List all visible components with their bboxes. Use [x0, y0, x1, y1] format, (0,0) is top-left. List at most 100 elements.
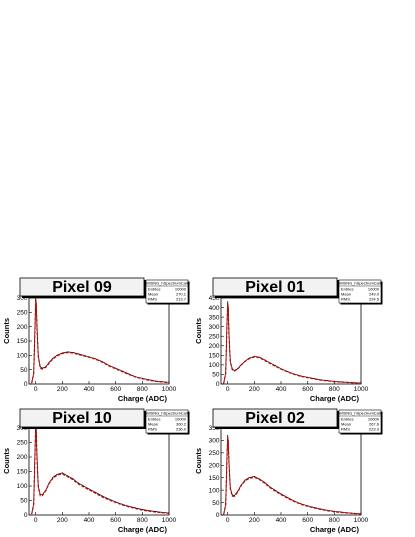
x-tick-label: 800	[329, 386, 340, 393]
fit-curve	[31, 299, 170, 384]
data-point	[259, 356, 261, 358]
stats-value: 224.5	[369, 297, 380, 302]
chart-panel-4: 0 50 100 150 200 250 300 350 0 200 400 600 800 1000Ch…	[194, 408, 384, 534]
data-point	[313, 378, 315, 380]
stats-label: RMS	[341, 297, 350, 302]
y-tick-label: 250	[17, 310, 28, 317]
x-axis-label: Charge (ADC)	[310, 394, 360, 403]
chart-title: Pixel 10	[52, 410, 112, 427]
plot-frame	[28, 297, 170, 385]
stats-value: 249.0	[369, 292, 380, 297]
data-point	[231, 494, 233, 496]
x-tick-label: 200	[57, 517, 68, 524]
stats-label: RMS	[148, 427, 157, 432]
y-tick-label: 250	[209, 450, 220, 457]
stats-label: Mean	[341, 422, 351, 427]
y-tick-label: 200	[17, 454, 28, 461]
y-tick-label: 0	[216, 381, 220, 388]
plot-frame	[220, 297, 362, 385]
title-box	[212, 408, 338, 428]
y-tick-label: 350	[209, 425, 220, 432]
stats-box	[338, 409, 382, 434]
title-box	[19, 277, 145, 297]
stats-label: RMS	[148, 297, 157, 302]
y-tick-label: 200	[209, 462, 220, 469]
data-point	[275, 365, 277, 367]
data-point	[353, 382, 355, 384]
stats-value: 213.7	[176, 297, 187, 302]
chart-panel-2: 0 50 100 150 200 250 300 350 400 450 0 200 400 600 800…	[194, 277, 384, 403]
stats-value: 10000	[368, 287, 380, 292]
data-point	[244, 479, 246, 481]
stats-value: 300.2	[176, 422, 187, 427]
y-tick-label: 0	[216, 512, 220, 519]
data-point	[36, 456, 38, 458]
stats-label: Entries	[148, 417, 160, 422]
y-axis-label: Counts	[194, 448, 203, 474]
y-tick-label: 0	[24, 381, 28, 388]
x-tick-label: 200	[249, 386, 260, 393]
data-point	[95, 358, 97, 360]
stats-value: 267.6	[369, 422, 380, 427]
x-axis-label: Charge (ADC)	[118, 394, 168, 403]
y-tick-label: 250	[17, 440, 28, 447]
chart-title: Pixel 01	[245, 279, 305, 296]
stats-value: 223.3	[369, 427, 380, 432]
data-point	[36, 326, 38, 328]
data-histogram	[223, 301, 362, 384]
y-tick-label: 200	[17, 324, 28, 331]
stats-label: Entries	[341, 287, 353, 292]
y-tick-label: 400	[209, 305, 220, 312]
data-point	[88, 488, 90, 490]
stats-box	[338, 279, 382, 304]
y-axis-label: Counts	[194, 318, 203, 344]
x-tick-label: 600	[110, 517, 121, 524]
data-point	[248, 477, 250, 479]
stats-box	[145, 279, 189, 304]
y-tick-label: 450	[209, 295, 220, 302]
stats-value: 10000	[175, 287, 187, 292]
x-tick-label: 400	[84, 386, 95, 393]
stats-label: Entries	[341, 417, 353, 422]
x-tick-label: 600	[302, 517, 313, 524]
data-point	[227, 301, 229, 303]
y-tick-label: 250	[209, 333, 220, 340]
x-tick-label: 200	[249, 517, 260, 524]
x-tick-label: 0	[226, 517, 230, 524]
y-tick-label: 350	[209, 314, 220, 321]
data-point	[253, 476, 255, 477]
stats-label: Mean	[341, 292, 351, 297]
y-tick-label: 100	[17, 353, 28, 360]
y-tick-label: 300	[209, 324, 220, 331]
data-point	[237, 490, 239, 492]
y-tick-label: 50	[20, 367, 28, 374]
x-tick-label: 1000	[162, 517, 177, 524]
data-point	[327, 380, 329, 382]
fit-curve	[31, 425, 170, 515]
x-tick-label: 0	[226, 386, 230, 393]
y-tick-label: 200	[209, 343, 220, 350]
data-point	[108, 498, 110, 500]
y-tick-label: 100	[17, 483, 28, 490]
stats-label: Mean	[148, 422, 158, 427]
title-box	[212, 277, 338, 297]
x-tick-label: 400	[84, 517, 95, 524]
data-point	[227, 435, 229, 436]
y-tick-label: 150	[209, 353, 220, 360]
data-point	[61, 472, 63, 474]
chart-title: Pixel 09	[52, 279, 112, 296]
stats-name: GMSNG_hSpectrumCalib	[337, 411, 384, 416]
x-tick-label: 600	[110, 386, 121, 393]
stats-value: 10000	[368, 417, 380, 422]
y-tick-label: 0	[24, 512, 28, 519]
data-point	[77, 353, 79, 355]
x-tick-label: 1000	[354, 386, 369, 393]
chart-panel-3: 05010015020025030002004006008001000Charg…	[2, 408, 191, 534]
data-histogram	[223, 435, 362, 515]
plot-frame	[28, 427, 170, 516]
stats-value: 10000	[175, 417, 187, 422]
chart-panel-1: 0 50 100 150 200 250 300 0 200 400 600 800 1000Charg…	[2, 277, 191, 403]
fit-curve	[223, 303, 362, 384]
y-tick-label: 100	[209, 362, 220, 369]
